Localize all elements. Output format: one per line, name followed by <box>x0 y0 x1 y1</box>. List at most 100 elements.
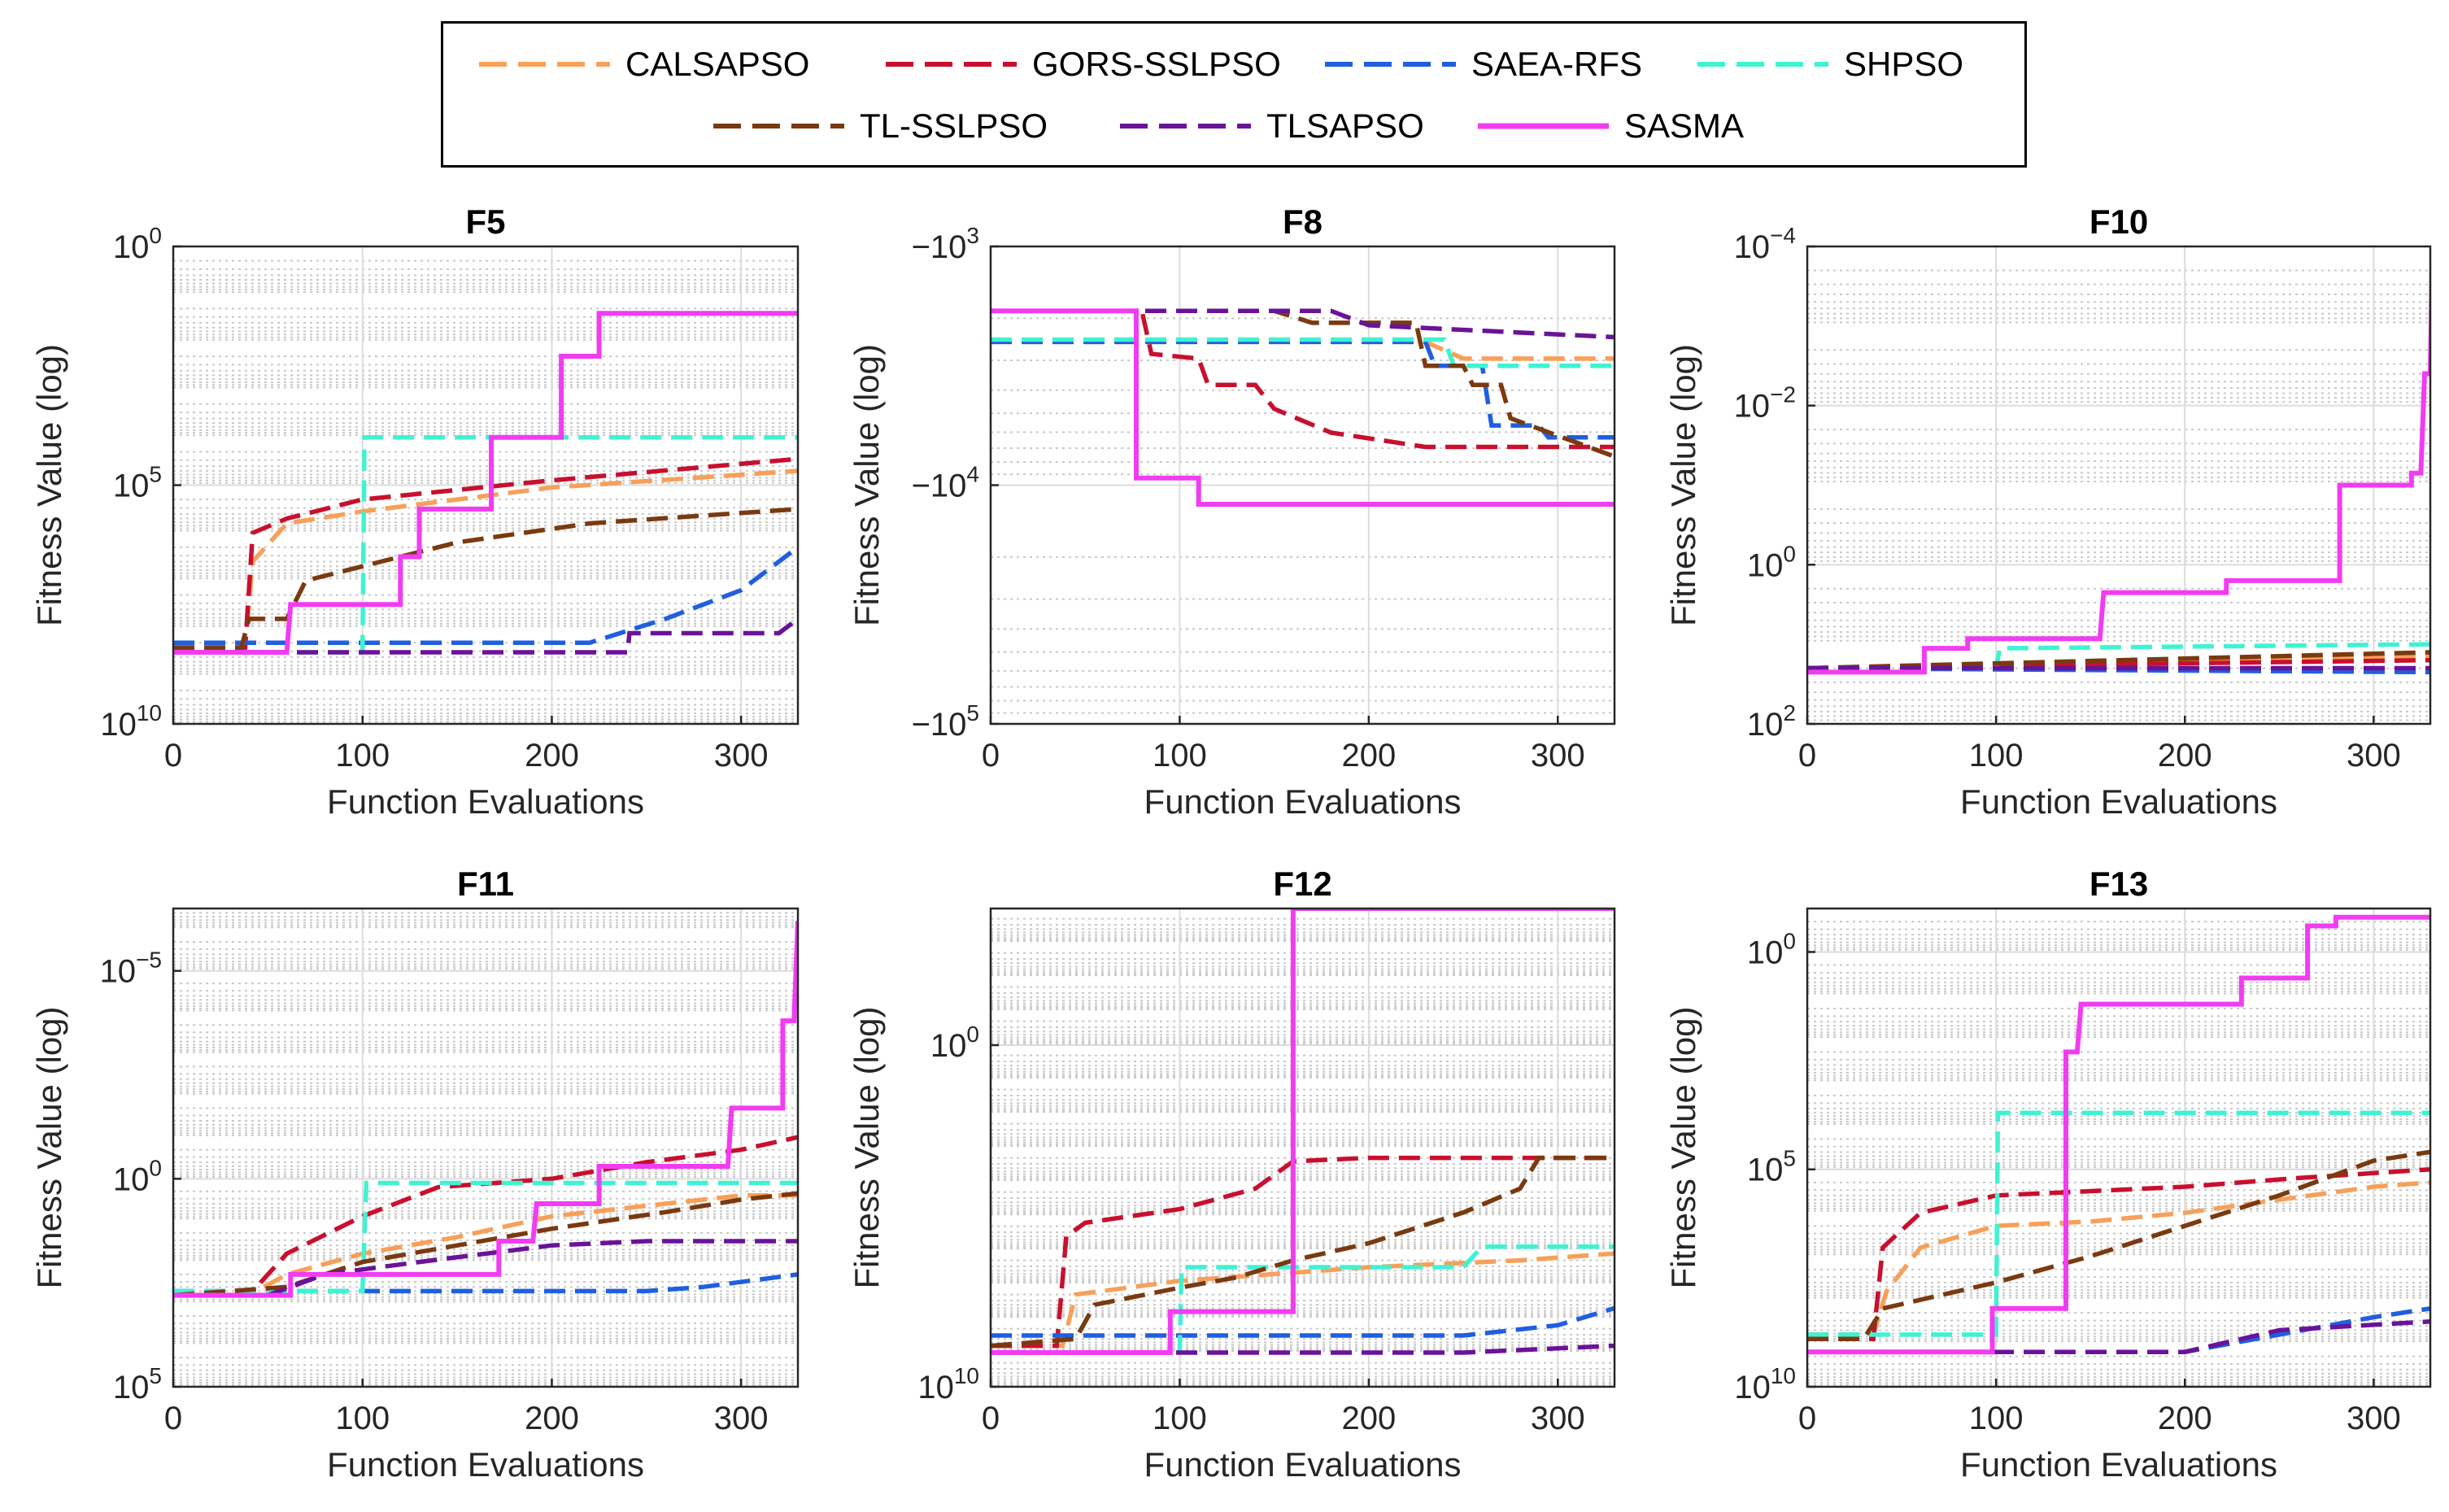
y-tick-label: 100 <box>1747 928 1796 970</box>
legend-swatch-calsapso <box>479 62 610 67</box>
legend-label: SASMA <box>1624 107 1745 145</box>
series-line-calsapso <box>173 1193 798 1298</box>
series-line-shpso <box>1807 1110 2430 1337</box>
y-tick-label: 102 <box>1747 700 1796 743</box>
x-tick-label: 100 <box>335 1401 390 1436</box>
series-line-tl-sslpso <box>1807 1149 2430 1341</box>
x-tick-label: 200 <box>525 1401 579 1436</box>
series-line-tl-sslpso <box>991 308 1615 459</box>
series-line-sasma <box>173 921 798 1298</box>
x-tick-label: 200 <box>525 738 579 773</box>
legend-label: SAEA-RFS <box>1471 45 1643 83</box>
legend-swatch-shpso <box>1697 62 1828 67</box>
series-group <box>991 909 1615 1355</box>
legend: CALSAPSO GORS-SSLPSO SAEA-RFS SHPSO TL-SSLPS… <box>441 21 2027 168</box>
y-tick-label: 10−4 <box>1734 223 1796 265</box>
y-tick-exponent: 5 <box>149 1363 162 1388</box>
y-tick-exponent: 2 <box>1783 700 1796 725</box>
x-axis-label: Function Evaluations <box>1144 1445 1462 1484</box>
x-tick-label: 300 <box>714 1401 769 1436</box>
y-tick-label: 1010 <box>100 700 162 743</box>
y-tick-base: 10 <box>113 468 150 504</box>
y-tick-base: 10 <box>1734 389 1771 425</box>
x-axis-label: Function Evaluations <box>1960 782 2277 821</box>
y-tick-base: 10 <box>113 1161 150 1197</box>
x-tick-label: 0 <box>164 1401 182 1436</box>
y-tick-label: 100 <box>113 223 162 265</box>
y-tick-base: 10 <box>917 1370 954 1405</box>
x-tick-label: 0 <box>1798 738 1816 773</box>
series-line-sasma <box>1807 914 2430 1355</box>
axes-box <box>172 907 800 1388</box>
series-group <box>1807 914 2430 1355</box>
y-tick-label: 105 <box>113 1363 162 1405</box>
series-line-saea-rfs <box>173 545 798 645</box>
series-line-saea-rfs <box>173 1272 798 1294</box>
legend-label: CALSAPSO <box>625 45 810 83</box>
y-tick-label: 105 <box>113 462 162 504</box>
chart-title: F11 <box>457 865 514 903</box>
y-tick-base: 10 <box>100 954 137 990</box>
plot-area <box>991 909 1615 1387</box>
series-line-gors-sslpso <box>173 456 798 650</box>
x-tick-label: 0 <box>982 738 1000 773</box>
legend-swatch-saea-rfs <box>1325 62 1456 67</box>
legend-swatch-sasma <box>1478 123 1609 129</box>
y-axis-label: Fitness Value (log) <box>1664 344 1702 626</box>
series-line-sasma <box>173 311 798 655</box>
y-tick-label: 1010 <box>1734 1363 1796 1405</box>
y-tick-base: 10 <box>1734 1370 1771 1405</box>
x-tick-label: 0 <box>164 738 182 773</box>
plot-area <box>1807 909 2430 1387</box>
x-tick-label: 200 <box>2158 738 2212 773</box>
y-tick-exponent: 0 <box>1783 928 1796 953</box>
series-line-sasma <box>1807 254 2430 675</box>
x-axis-label: Function Evaluations <box>1960 1445 2277 1484</box>
axes-box <box>1806 245 2432 725</box>
x-axis-label: Function Evaluations <box>1144 782 1462 821</box>
series-line-saea-rfs <box>991 1305 1615 1338</box>
y-tick-base: −10 <box>912 468 967 504</box>
axes-box <box>989 907 1616 1388</box>
y-tick-exponent: 5 <box>1783 1146 1796 1171</box>
series-line-tl-sslpso <box>1807 650 2430 671</box>
series-line-gors-sslpso <box>991 308 1615 450</box>
y-tick-exponent: −5 <box>136 948 162 973</box>
x-tick-label: 100 <box>1153 738 1207 773</box>
x-axis-label: Function Evaluations <box>327 1445 644 1484</box>
y-tick-label: −104 <box>912 462 979 504</box>
series-group <box>173 921 798 1298</box>
plot-area <box>173 909 798 1387</box>
y-tick-label: −105 <box>912 700 979 743</box>
y-tick-base: 10 <box>930 1028 967 1064</box>
y-tick-base: 10 <box>1747 547 1784 583</box>
x-tick-label: 300 <box>1531 738 1585 773</box>
legend-label: TL-SSLPSO <box>860 107 1048 145</box>
series-line-gors-sslpso <box>991 1155 1615 1349</box>
series-line-tlsapso <box>1807 1319 2430 1354</box>
y-tick-exponent: 5 <box>966 700 979 725</box>
x-tick-label: 300 <box>714 738 769 773</box>
y-tick-exponent: −2 <box>1770 382 1796 407</box>
chart-title: F8 <box>1283 203 1323 241</box>
x-tick-label: 100 <box>1969 1401 2024 1436</box>
x-tick-label: 100 <box>1153 1401 1207 1436</box>
series-group <box>1807 254 2430 675</box>
y-tick-exponent: 0 <box>149 223 162 248</box>
chart-title: F12 <box>1273 865 1331 903</box>
x-tick-label: 300 <box>2347 738 2401 773</box>
y-tick-exponent: 10 <box>137 700 162 725</box>
y-tick-base: 10 <box>1747 707 1784 743</box>
y-tick-label: 1010 <box>917 1363 979 1405</box>
y-tick-label: 100 <box>1747 541 1796 583</box>
y-axis-label: Fitness Value (log) <box>848 344 886 626</box>
y-tick-base: 10 <box>100 707 137 743</box>
x-tick-label: 100 <box>1969 738 2024 773</box>
y-tick-label: 100 <box>930 1022 979 1064</box>
y-tick-label: 100 <box>113 1155 162 1197</box>
